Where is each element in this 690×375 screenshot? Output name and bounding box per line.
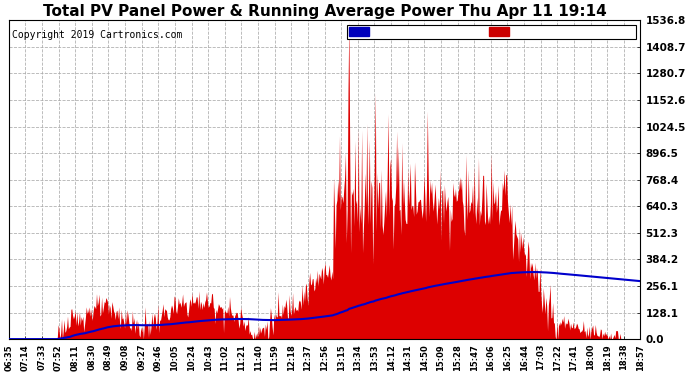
Legend: Average (DC Watts), PV Panels (DC Watts): Average (DC Watts), PV Panels (DC Watts) bbox=[347, 25, 635, 39]
Text: Copyright 2019 Cartronics.com: Copyright 2019 Cartronics.com bbox=[12, 30, 182, 40]
Title: Total PV Panel Power & Running Average Power Thu Apr 11 19:14: Total PV Panel Power & Running Average P… bbox=[43, 4, 607, 19]
